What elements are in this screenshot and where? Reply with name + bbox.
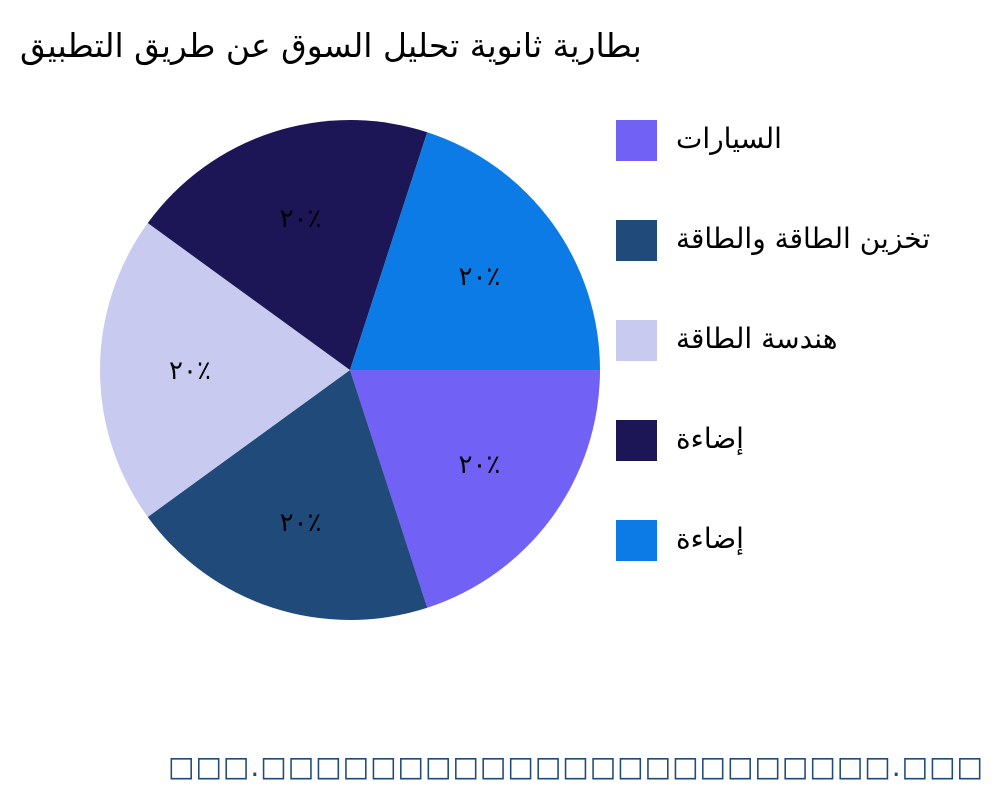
legend-label: تخزين الطاقة والطاقة [676, 222, 931, 255]
legend-item: إضاءة [616, 520, 1000, 562]
pie-slice [350, 132, 600, 370]
legend-label: هندسة الطاقة [676, 322, 838, 355]
pie-slice [350, 370, 600, 608]
legend-label: السيارات [676, 122, 782, 155]
legend-label: إضاءة [676, 422, 744, 455]
pie-slice [100, 223, 350, 517]
legend-swatch [616, 520, 657, 561]
legend-item: هندسة الطاقة [616, 320, 1000, 362]
legend-swatch [616, 320, 657, 361]
legend-item: السيارات [616, 120, 1000, 162]
legend-swatch [616, 120, 657, 161]
slice-data-label: ٢٠٪ [458, 262, 500, 292]
slice-data-label: ٢٠٪ [458, 450, 500, 480]
pie-slice [147, 120, 428, 370]
slice-data-label: ٢٠٪ [280, 204, 322, 234]
slice-data-label: ٢٠٪ [169, 356, 211, 386]
legend-swatch [616, 220, 657, 261]
pie-slice [147, 370, 428, 620]
legend-item: تخزين الطاقة والطاقة [616, 220, 1000, 262]
footer-watermark: □□□.□□□□□□□□□□□□□□□□□□□□□□□.□□□ [168, 750, 984, 783]
legend-swatch [616, 420, 657, 461]
legend-item: إضاءة [616, 420, 1000, 462]
slice-data-label: ٢٠٪ [280, 508, 322, 538]
legend-label: إضاءة [676, 522, 744, 555]
chart-title: بطارية ثانوية تحليل السوق عن طريق التطبي… [20, 26, 642, 65]
